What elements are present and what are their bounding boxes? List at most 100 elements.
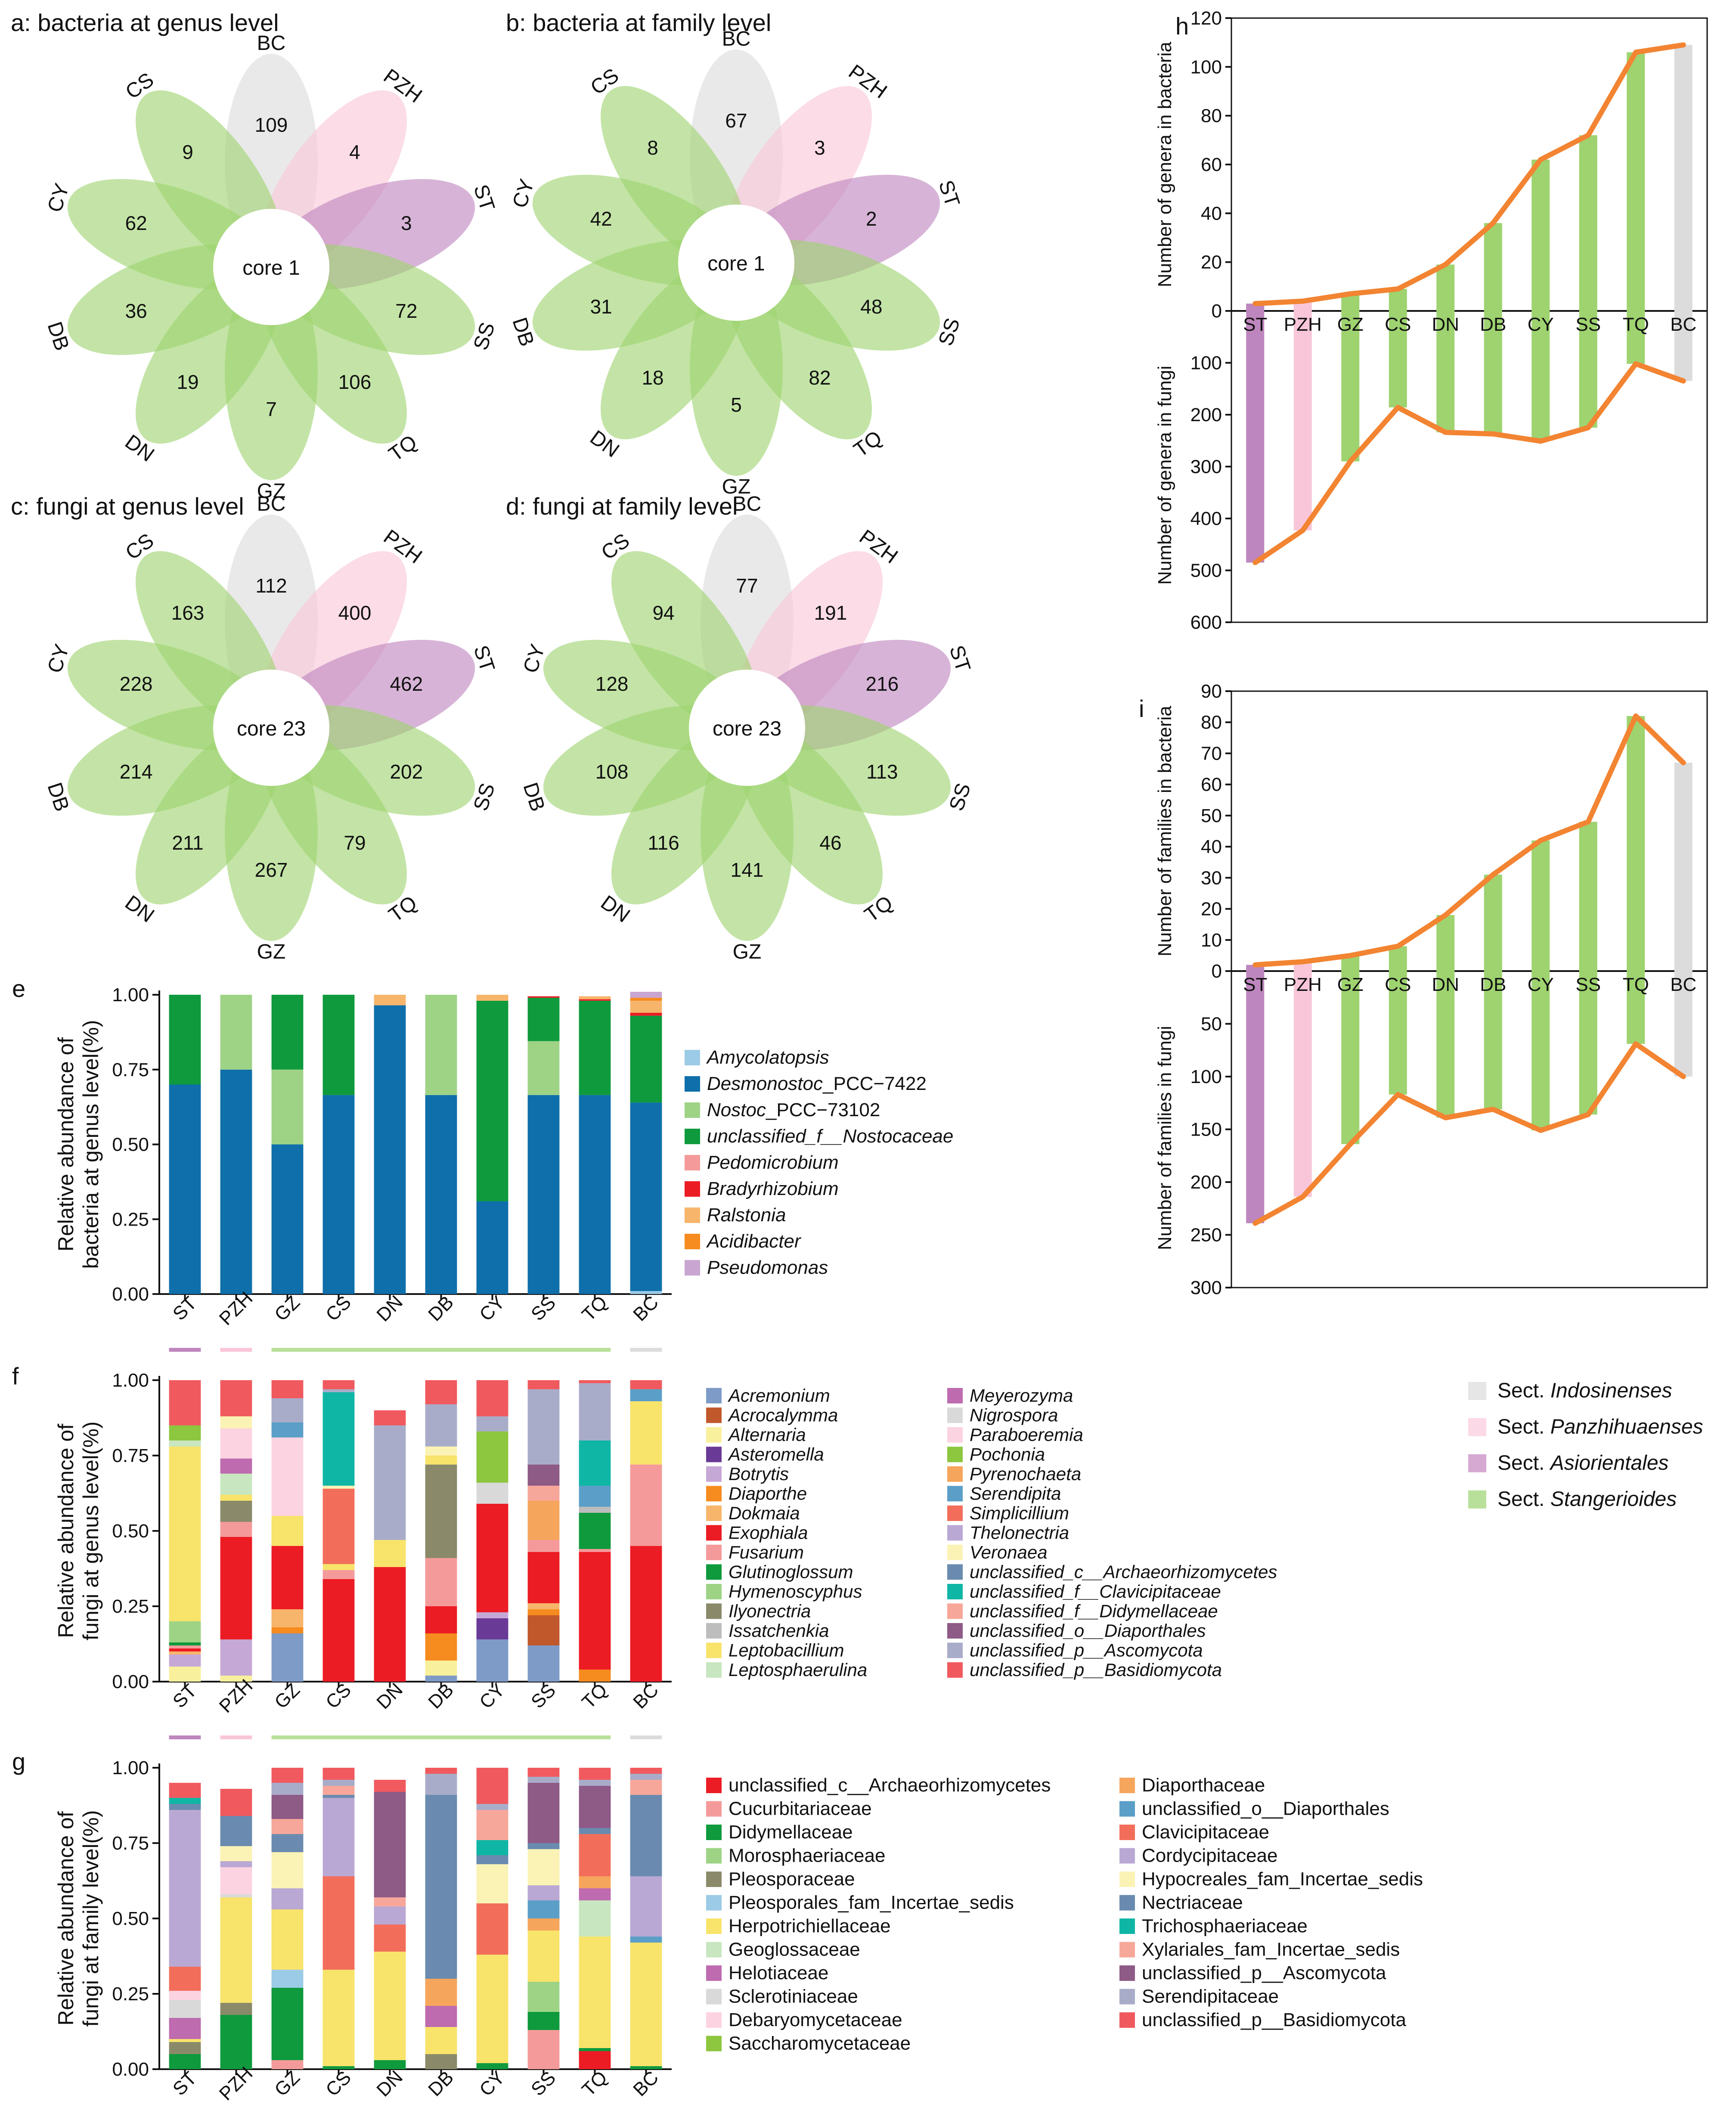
petal-value: 4 xyxy=(349,141,360,163)
legend-label: unclassified_p__Basidiomycota xyxy=(1142,2009,1406,2030)
bar-bottom-pzh xyxy=(1293,971,1312,1197)
bar-segment-st xyxy=(169,1380,201,1425)
bar-segment-cy xyxy=(476,1955,508,2063)
bar-segment-gz xyxy=(271,1380,304,1398)
bar-segment-st xyxy=(169,1084,201,1294)
legend-label: Acidibacter xyxy=(706,1231,802,1252)
bar-segment-pzh xyxy=(220,1846,252,1861)
x-tick-label: PZH xyxy=(1284,314,1322,335)
bar-segment-cy xyxy=(476,1483,508,1504)
y-axis-label: Relative abundance offungi at family lev… xyxy=(54,1810,103,2027)
bar-segment-cy xyxy=(476,1504,508,1612)
bar-segment-gz xyxy=(271,1422,304,1437)
bar-segment-cs xyxy=(322,1795,355,1798)
bar-segment-gz xyxy=(271,1516,304,1546)
bar-top-tq xyxy=(1627,52,1645,311)
petal-value: 211 xyxy=(172,832,203,854)
y-tick-label: 300 xyxy=(1190,456,1222,478)
section-label: Sect. Asiorientales xyxy=(1497,1452,1669,1474)
core-circle xyxy=(678,205,794,321)
bar-segment-tq xyxy=(579,1834,611,1876)
bar-segment-gz xyxy=(271,1609,304,1627)
bar-segment-st xyxy=(169,1440,201,1446)
legend-swatch xyxy=(706,1778,722,1793)
bar-segment-pzh xyxy=(220,1676,252,1682)
y-tick-label: 50 xyxy=(1201,805,1222,826)
legend-label: Acrocalymma xyxy=(727,1405,838,1425)
bar-segment-pzh xyxy=(220,1816,252,1846)
group-bar xyxy=(220,1735,252,1739)
bar-segment-pzh xyxy=(220,1428,252,1459)
bar-segment-gz xyxy=(271,995,304,1070)
bar-segment-cs xyxy=(322,1798,355,1876)
y-tick-label: 0.00 xyxy=(112,1284,149,1305)
core-circle xyxy=(213,670,329,786)
petal-value: 42 xyxy=(590,208,612,230)
bar-segment-tq xyxy=(579,1383,611,1440)
group-bar xyxy=(630,1348,662,1352)
bar-segment-ss xyxy=(527,2030,560,2069)
y-tick-label: 1.00 xyxy=(112,1370,149,1391)
y-tick-label: 40 xyxy=(1201,203,1222,224)
y-tick-label: 60 xyxy=(1201,154,1222,175)
legend-label-rest: _PCC−73102 xyxy=(766,1099,880,1121)
legend-swatch xyxy=(947,1642,963,1658)
bar-segment-bc xyxy=(630,1000,662,1013)
bar-segment-tq xyxy=(579,1937,611,2048)
bar-segment-db xyxy=(425,1456,457,1465)
bar-segment-cy xyxy=(476,1000,508,1201)
flower-title: d: fungi at family level xyxy=(506,493,738,520)
x-tick-label: GZ xyxy=(1337,314,1364,335)
x-tick-label: SS xyxy=(527,1680,560,1713)
bar-bottom-gz xyxy=(1341,971,1360,1144)
petal-value: 108 xyxy=(595,760,629,783)
legend-label: Serendipita xyxy=(970,1484,1061,1504)
bar-bottom-gz xyxy=(1341,311,1360,462)
x-tick-label: TQ xyxy=(1623,314,1649,335)
y-axis-label-line: Relative abundance of xyxy=(54,1424,78,1638)
bar-segment-cy xyxy=(476,1416,508,1431)
bar-segment-ss xyxy=(527,1552,560,1603)
legend-swatch xyxy=(706,1801,722,1817)
bar-segment-st xyxy=(169,1783,201,1798)
bar-top-cy xyxy=(1531,840,1550,971)
x-tick-label: DN xyxy=(1432,974,1459,995)
panel-letter: e xyxy=(12,975,25,1002)
legend-swatch xyxy=(706,1466,722,1482)
y-tick-label: 90 xyxy=(1201,681,1222,702)
bar-segment-cs xyxy=(322,1786,355,1795)
bar-segment-ss xyxy=(527,997,560,1041)
legend-swatch xyxy=(947,1525,963,1541)
bar-segment-db xyxy=(425,1661,457,1676)
legend-swatch xyxy=(706,1872,722,1887)
legend-label: Leptosphaerulina xyxy=(728,1660,867,1680)
petal-label: BC xyxy=(722,28,751,50)
legend-label: Morosphaeriaceae xyxy=(728,1845,885,1866)
x-tick-label: GZ xyxy=(270,2067,304,2101)
chart-i: i 0 10 20 30 40 50 60 70 80 90 50 100 150 200 250 300 Num… xyxy=(1139,681,1708,1298)
y-tick-label: 0.75 xyxy=(112,1833,149,1854)
legend-label: Saccharomycetaceae xyxy=(728,2033,911,2054)
bar-segment-ss xyxy=(527,1389,560,1465)
bar-segment-tq xyxy=(579,1000,611,1095)
x-tick-label: ST xyxy=(169,1292,201,1324)
bar-bottom-dn xyxy=(1436,311,1455,432)
bar-segment-ss xyxy=(527,1777,560,1783)
core-label: core 23 xyxy=(237,717,306,740)
petal-value: 9 xyxy=(182,141,193,163)
trend-line-bottom xyxy=(1252,361,1686,565)
bar-segment-db xyxy=(425,1774,457,1795)
bar-segment-db xyxy=(425,1558,457,1606)
legend-swatch xyxy=(1119,1989,1135,2005)
petal-value: 82 xyxy=(809,366,831,389)
x-tick-label: DB xyxy=(424,1292,458,1325)
bar-segment-dn xyxy=(374,1792,406,1897)
bar-segment-ss xyxy=(527,1645,560,1682)
bar-segment-tq xyxy=(579,1768,611,1780)
y-tick-label: 100 xyxy=(1190,353,1222,374)
bar-segment-dn xyxy=(374,1780,406,1792)
panel-letter: f xyxy=(12,1363,19,1390)
bar-segment-pzh xyxy=(220,1495,252,1501)
petal-label: GZ xyxy=(722,475,751,498)
